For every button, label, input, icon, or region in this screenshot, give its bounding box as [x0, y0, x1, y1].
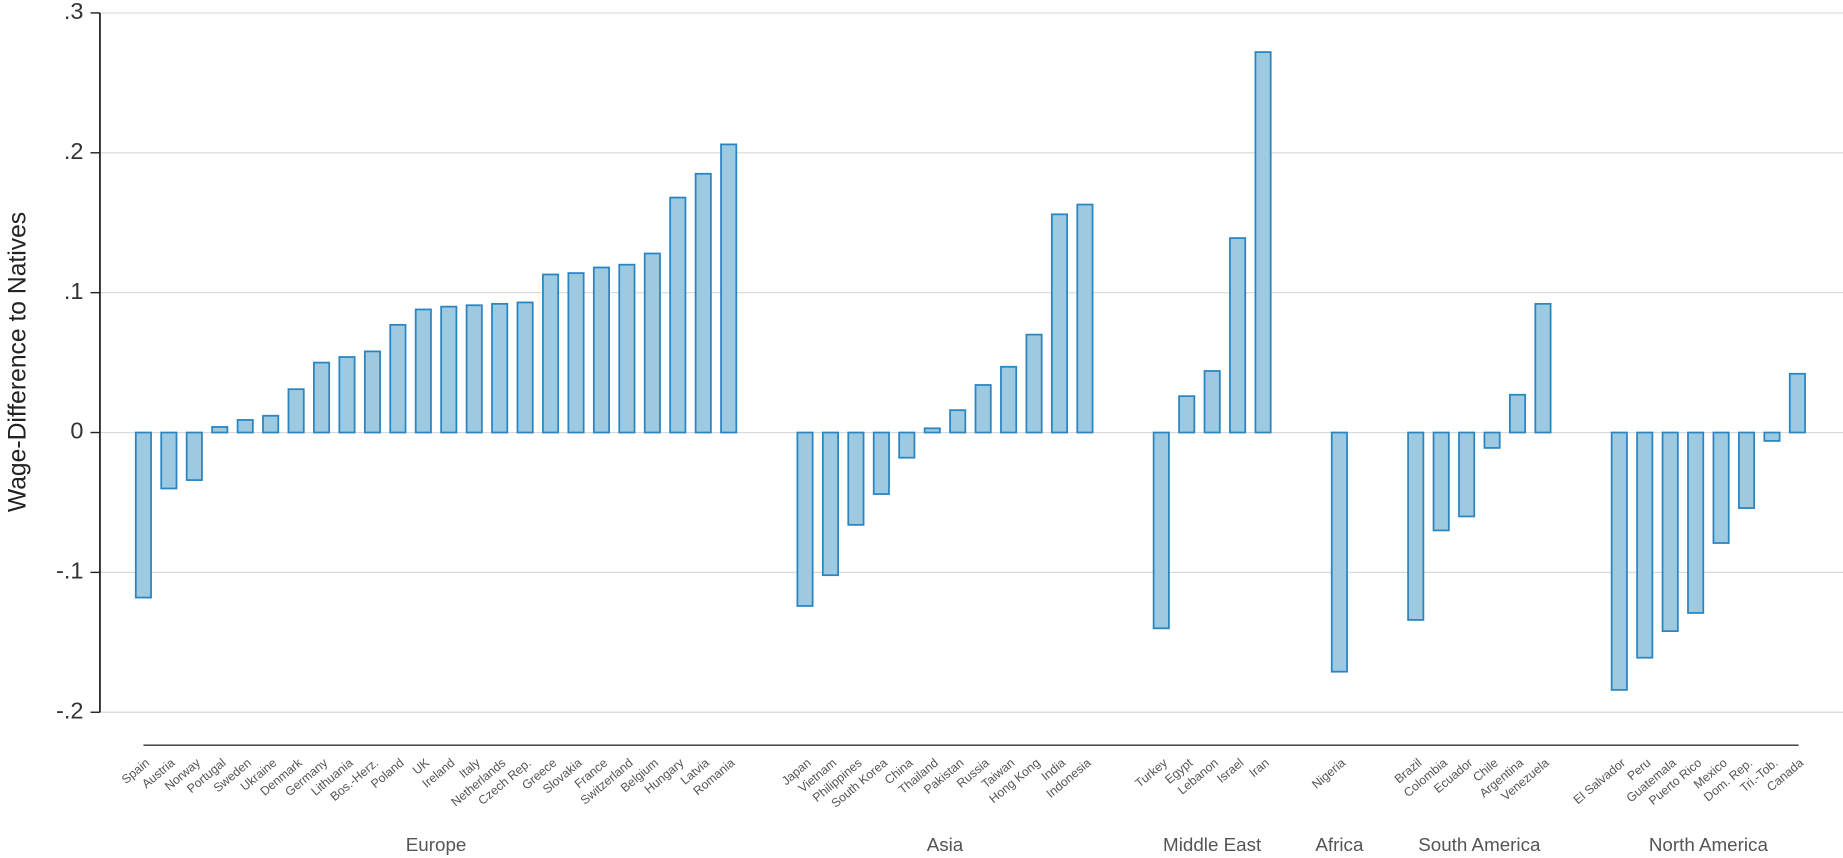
- bar: [1330, 431, 1348, 673]
- group-label: Europe: [406, 834, 467, 855]
- bar: [1763, 431, 1781, 442]
- bar: [618, 263, 636, 434]
- bar: [1788, 372, 1806, 434]
- bar: [440, 305, 458, 434]
- bar: [1661, 431, 1679, 633]
- group-label: Middle East: [1163, 834, 1262, 855]
- bar: [821, 431, 839, 577]
- bar: [1508, 393, 1527, 434]
- bar: [185, 431, 203, 481]
- bar: [720, 143, 738, 434]
- bar: [1712, 431, 1730, 544]
- bar: [567, 272, 585, 434]
- bar: [1050, 213, 1069, 434]
- bar: [1203, 370, 1221, 434]
- bar: [1152, 431, 1170, 630]
- y-tick-label: 0: [70, 418, 83, 444]
- bar: [1025, 333, 1043, 434]
- bar: [1483, 431, 1501, 449]
- bar: [1254, 51, 1272, 434]
- y-tick-label: -.2: [56, 697, 83, 723]
- bar: [694, 172, 712, 434]
- bar: [1000, 365, 1018, 434]
- bar: [516, 301, 534, 434]
- y-tick-label: .3: [64, 0, 84, 24]
- bar: [949, 409, 967, 434]
- bar: [1178, 395, 1196, 434]
- x-tick-label: Israel: [1214, 756, 1246, 786]
- bar: [1636, 431, 1654, 659]
- group-label: Africa: [1315, 834, 1364, 855]
- group-label: North America: [1649, 834, 1769, 855]
- x-tick-label: El Salvador: [1571, 756, 1628, 807]
- bar: [211, 426, 229, 434]
- bar: [262, 414, 280, 434]
- bar: [796, 431, 814, 607]
- bar: [338, 356, 356, 434]
- bar: [389, 323, 407, 434]
- group-label: South America: [1418, 834, 1541, 855]
- bar: [465, 304, 483, 434]
- bar: [491, 302, 509, 434]
- bar: [287, 388, 305, 434]
- x-tick-label: Iran: [1247, 756, 1272, 780]
- bar: [134, 431, 152, 599]
- bar: [363, 350, 381, 434]
- y-tick-label: .2: [64, 138, 84, 164]
- bar: [669, 196, 687, 434]
- bar: [1610, 431, 1628, 691]
- bar: [923, 427, 941, 434]
- bar: [974, 384, 992, 434]
- bar: [872, 431, 890, 495]
- bar: [1229, 237, 1247, 434]
- y-tick-label: .1: [64, 278, 84, 304]
- bar: [592, 266, 610, 434]
- y-axis-title: Wage-Difference to Natives: [4, 212, 31, 512]
- bar: [898, 431, 916, 459]
- bar: [643, 252, 661, 434]
- bar: [1534, 302, 1552, 434]
- bar: [236, 419, 254, 434]
- group-label: Asia: [927, 834, 964, 855]
- bar: [1076, 203, 1094, 434]
- x-tick-label: Nigeria: [1309, 756, 1348, 792]
- bar: [313, 361, 331, 434]
- bar: [1407, 431, 1425, 621]
- y-tick-label: -.1: [56, 558, 83, 584]
- bar: [1687, 431, 1705, 614]
- bar: [1458, 431, 1476, 518]
- bar: [1738, 431, 1756, 509]
- bar: [414, 308, 432, 434]
- bar: [542, 273, 560, 434]
- bar: [847, 431, 865, 526]
- bar: [160, 431, 178, 490]
- bar: [1432, 431, 1450, 532]
